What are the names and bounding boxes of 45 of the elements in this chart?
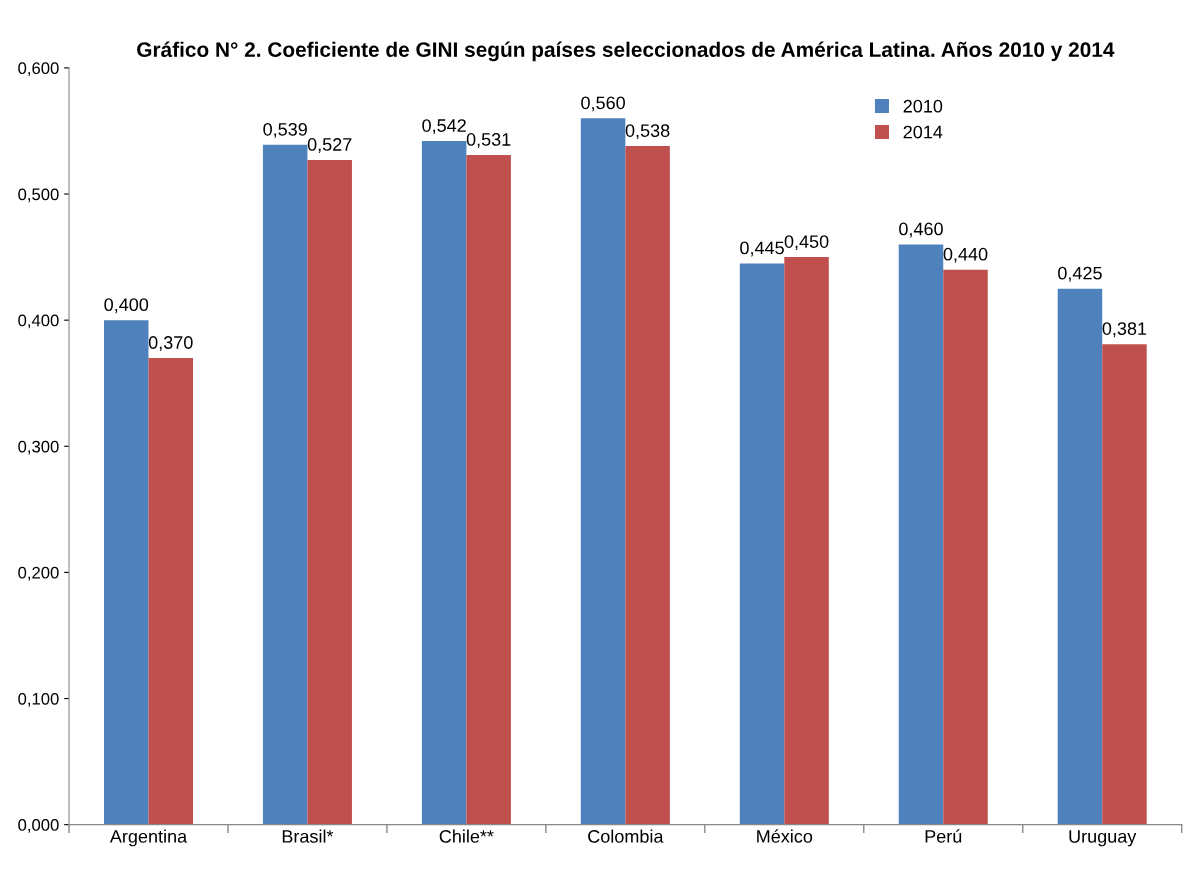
x-tick-label: Colombia bbox=[588, 829, 664, 843]
bar bbox=[421, 141, 467, 825]
y-tick-label: 0,300 bbox=[18, 440, 59, 455]
x-tick-label: Uruguay bbox=[1069, 830, 1137, 847]
data-label: 0,542 bbox=[422, 119, 466, 135]
bar bbox=[1057, 288, 1103, 825]
bar bbox=[103, 320, 149, 825]
x-tick-label: Argentina bbox=[109, 829, 188, 847]
bar bbox=[739, 263, 785, 825]
bar bbox=[307, 159, 352, 825]
bar bbox=[262, 144, 308, 825]
data-label: 0,538 bbox=[625, 124, 670, 140]
y-tick-label: 0,100 bbox=[18, 692, 59, 707]
y-tick-label: 0,400 bbox=[18, 314, 59, 329]
y-tick-label: 0,500 bbox=[18, 188, 59, 203]
legend-label: 2014 bbox=[903, 125, 943, 139]
data-label: 0,445 bbox=[740, 241, 784, 257]
y-tick-label: 0,600 bbox=[18, 62, 59, 77]
bar bbox=[943, 269, 988, 825]
x-tick-label: Perú bbox=[925, 829, 962, 843]
data-label: 0,370 bbox=[148, 336, 193, 352]
data-label: 0,400 bbox=[104, 298, 149, 314]
data-label: 0,450 bbox=[784, 235, 829, 251]
bar bbox=[625, 146, 670, 825]
x-tick-label: México bbox=[757, 829, 813, 843]
data-label: 0,381 bbox=[1102, 322, 1147, 338]
bar bbox=[466, 154, 511, 825]
x-tick-label: Chile** bbox=[439, 829, 494, 843]
data-label: 0,527 bbox=[307, 138, 352, 153]
data-label: 0,425 bbox=[1058, 266, 1102, 282]
data-label: 0,560 bbox=[581, 96, 625, 112]
y-tick-label: 0,200 bbox=[18, 566, 59, 581]
bar bbox=[580, 118, 626, 825]
data-label: 0,539 bbox=[263, 122, 307, 138]
bar bbox=[148, 358, 193, 825]
data-label: 0,440 bbox=[943, 247, 988, 263]
bar bbox=[898, 244, 944, 825]
data-label: 0,460 bbox=[899, 222, 943, 238]
x-tick-label: Brasil* bbox=[282, 829, 334, 843]
bar bbox=[1102, 344, 1147, 825]
data-label: 0,531 bbox=[466, 133, 511, 148]
legend-label: 2010 bbox=[903, 99, 943, 113]
chart-title: Gráfico N° 2. Coeficiente de GINI según países seleccionados de América Latina. Años 2010 y 2014 bbox=[137, 41, 1115, 62]
y-tick-label: 0,000 bbox=[18, 819, 59, 833]
bar bbox=[784, 257, 829, 825]
